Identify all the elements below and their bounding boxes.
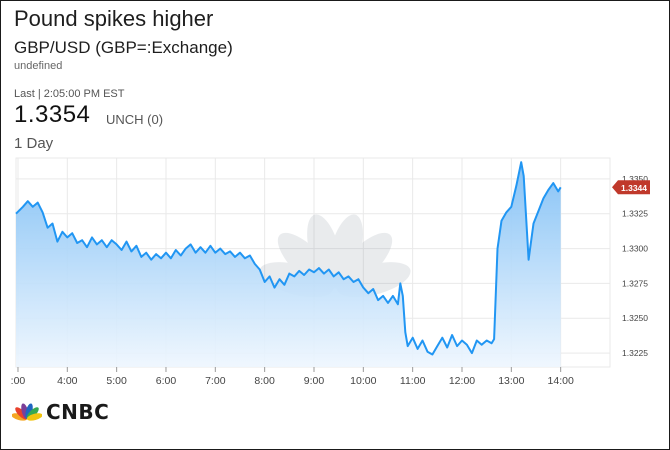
x-tick-label: 10:00 (350, 375, 376, 387)
watermark-feather (327, 214, 363, 289)
y-tick-label: 1.3350 (622, 174, 648, 184)
last-value-label: 1.3344 (621, 183, 647, 193)
page-title: Pound spikes higher (14, 6, 214, 31)
instrument-note: undefined (14, 60, 63, 72)
y-tick-label: 1.3325 (622, 209, 648, 219)
price-change: UNCH (0) (106, 112, 164, 127)
x-tick-label: 8:00 (254, 375, 275, 387)
x-axis-labels: :00 4:00 5:00 6:00 7:00 8:00 9:00 10:00 11:00 12:… (11, 375, 574, 387)
last-value-marker: 1.3344 (612, 180, 650, 195)
price-line (15, 161, 562, 356)
x-tick-label: 7:00 (205, 375, 226, 387)
x-tick-label: 4:00 (57, 375, 78, 387)
x-tick-label: 6:00 (156, 375, 177, 387)
x-tick-label: 14:00 (548, 375, 574, 387)
cnbc-logo: CNBC (12, 400, 109, 424)
price-chart: :00 4:00 5:00 6:00 7:00 8:00 9:00 10:00 11:00 12:… (11, 157, 650, 387)
x-tick-label: 13:00 (498, 375, 524, 387)
y-tick-label: 1.3250 (622, 313, 648, 323)
cnbc-wordmark: CNBC (46, 400, 110, 424)
x-tick-label: 11:00 (400, 375, 426, 387)
last-value-flag (612, 180, 650, 195)
y-axis-labels: 1.3225 1.3250 1.3275 1.3300 1.3325 1.3350 (622, 174, 648, 358)
last-price: 1.3354 (14, 101, 91, 128)
x-tick-label: 5:00 (106, 375, 127, 387)
time-range-label: 1 Day (14, 135, 54, 152)
instrument-name: GBP/USD (GBP=:Exchange) (14, 38, 233, 57)
x-tick-label: 12:00 (449, 375, 475, 387)
price-area-fill (16, 162, 561, 367)
y-tick-label: 1.3275 (622, 278, 648, 288)
y-tick-label: 1.3300 (622, 244, 648, 254)
peacock-icon (12, 403, 42, 421)
x-tick-label: 9:00 (304, 375, 325, 387)
last-update-label: Last | 2:05:00 PM EST (14, 88, 125, 100)
x-tick-label: :00 (11, 375, 26, 387)
y-tick-label: 1.3225 (622, 348, 648, 358)
